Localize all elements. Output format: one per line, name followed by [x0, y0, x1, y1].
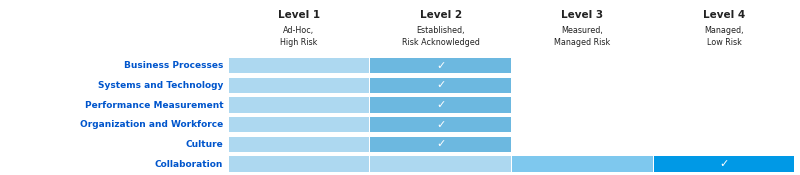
Text: Collaboration: Collaboration: [155, 160, 223, 169]
Text: Level 2: Level 2: [419, 10, 462, 20]
Bar: [229, 117, 369, 132]
Text: ✓: ✓: [436, 80, 446, 90]
Text: Level 3: Level 3: [562, 10, 603, 20]
Bar: [229, 78, 369, 93]
Text: Level 4: Level 4: [703, 10, 746, 20]
Bar: [654, 156, 794, 172]
Bar: [370, 97, 510, 113]
Text: Managed,
Low Risk: Managed, Low Risk: [704, 26, 744, 47]
Text: Established,
Risk Acknowledged: Established, Risk Acknowledged: [402, 26, 479, 47]
Text: Systems and Technology: Systems and Technology: [98, 81, 223, 90]
Bar: [370, 58, 510, 74]
Text: ✓: ✓: [436, 100, 446, 110]
Bar: [229, 58, 369, 74]
Bar: [370, 117, 510, 132]
Text: Measured,
Managed Risk: Measured, Managed Risk: [554, 26, 610, 47]
Text: Ad-Hoc,
High Risk: Ad-Hoc, High Risk: [280, 26, 318, 47]
Bar: [370, 137, 510, 152]
Text: ✓: ✓: [436, 139, 446, 149]
Text: Level 1: Level 1: [278, 10, 320, 20]
Text: Culture: Culture: [186, 140, 223, 149]
Bar: [512, 156, 653, 172]
Text: ✓: ✓: [719, 159, 729, 169]
Text: ✓: ✓: [436, 120, 446, 130]
Text: Organization and Workforce: Organization and Workforce: [80, 120, 223, 129]
Text: ✓: ✓: [436, 61, 446, 71]
Bar: [229, 137, 369, 152]
Bar: [229, 156, 369, 172]
Bar: [370, 78, 510, 93]
Bar: [370, 156, 510, 172]
Bar: [229, 97, 369, 113]
Text: Business Processes: Business Processes: [124, 61, 223, 70]
Text: Performance Measurement: Performance Measurement: [85, 101, 223, 110]
